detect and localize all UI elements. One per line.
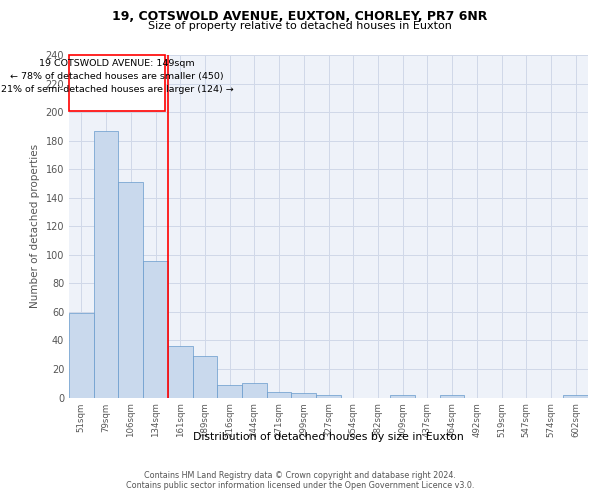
Bar — [143, 260, 168, 398]
Bar — [118, 182, 143, 398]
Bar — [267, 392, 292, 398]
Bar — [217, 384, 242, 398]
Text: ← 78% of detached houses are smaller (450): ← 78% of detached houses are smaller (45… — [10, 72, 224, 81]
Y-axis label: Number of detached properties: Number of detached properties — [30, 144, 40, 308]
Text: Distribution of detached houses by size in Euxton: Distribution of detached houses by size … — [193, 432, 464, 442]
Bar — [193, 356, 217, 398]
Text: Size of property relative to detached houses in Euxton: Size of property relative to detached ho… — [148, 21, 452, 31]
Bar — [292, 393, 316, 398]
Bar — [390, 394, 415, 398]
Bar — [69, 55, 165, 110]
Text: 21% of semi-detached houses are larger (124) →: 21% of semi-detached houses are larger (… — [1, 85, 233, 94]
Bar — [69, 314, 94, 398]
Bar — [94, 130, 118, 398]
Text: Contains HM Land Registry data © Crown copyright and database right 2024.: Contains HM Land Registry data © Crown c… — [144, 471, 456, 480]
Text: 19, COTSWOLD AVENUE, EUXTON, CHORLEY, PR7 6NR: 19, COTSWOLD AVENUE, EUXTON, CHORLEY, PR… — [112, 10, 488, 23]
Bar — [242, 383, 267, 398]
Text: Contains public sector information licensed under the Open Government Licence v3: Contains public sector information licen… — [126, 481, 474, 490]
Bar — [168, 346, 193, 398]
Text: 19 COTSWOLD AVENUE: 149sqm: 19 COTSWOLD AVENUE: 149sqm — [39, 60, 195, 68]
Bar — [316, 394, 341, 398]
Bar — [563, 394, 588, 398]
Bar — [440, 394, 464, 398]
